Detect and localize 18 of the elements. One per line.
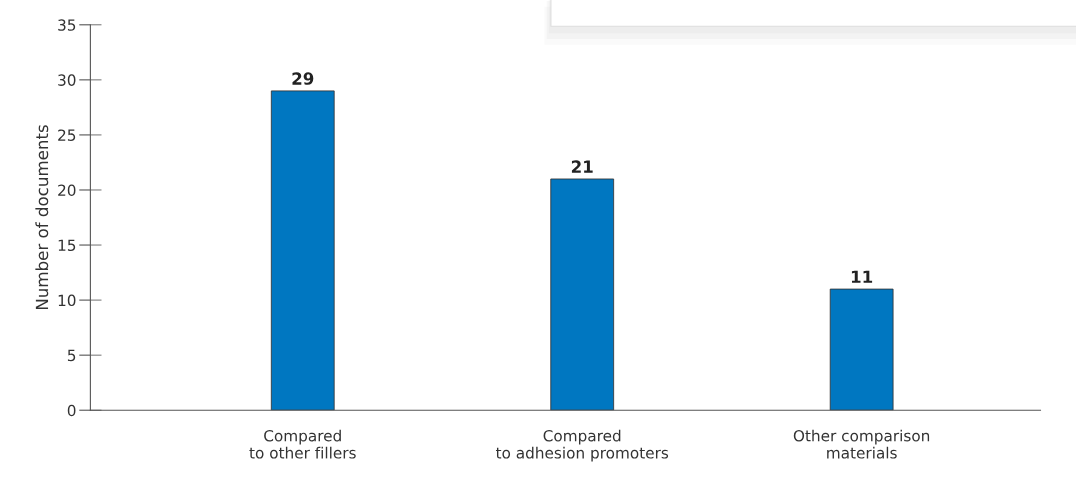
bar [550,178,615,411]
y-tick-label: 30 [58,74,76,86]
x-tick-label: Compared to other fillers [249,429,356,459]
y-axis-title: Number of documents [35,125,49,310]
y-tick-label: 5 [67,349,76,362]
bar [829,288,894,411]
bar [270,90,335,411]
x-tick-label: Other comparison materials [793,429,930,459]
y-tick-label: 0 [67,404,76,417]
y-tick-label: 35 [58,19,76,31]
y-tick-label: 25 [58,129,76,141]
x-tick-label: Compared to adhesion promoters [495,429,669,462]
data-label: 11 [851,270,873,283]
y-tick-label: 20 [58,184,76,196]
data-label: 29 [292,72,314,85]
data-label: 21 [571,160,593,173]
y-tick-label: 10 [58,294,76,307]
y-tick-label: 15 [58,239,76,252]
